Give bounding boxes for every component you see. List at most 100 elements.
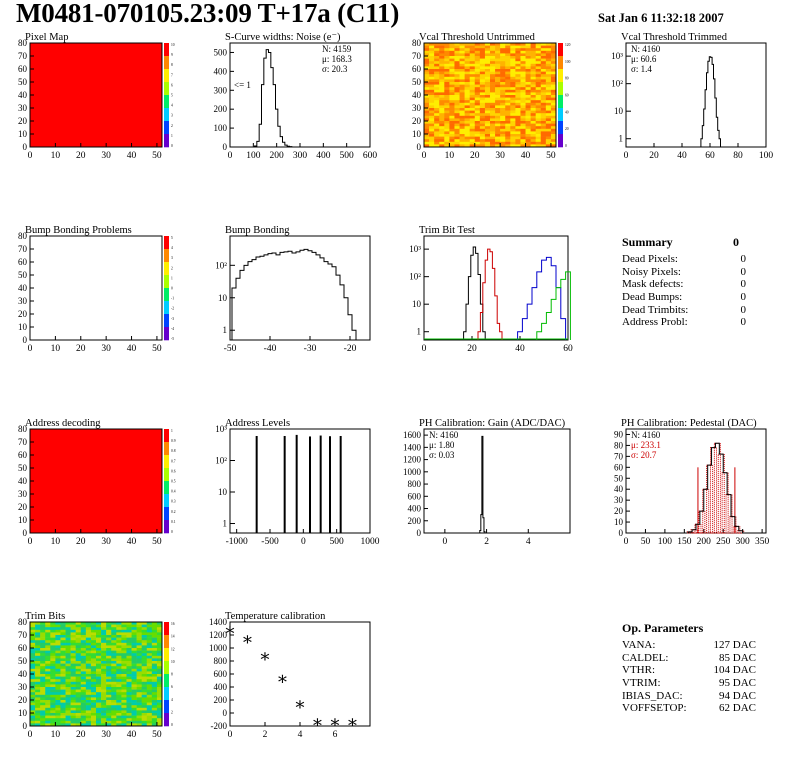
heatmap-cell bbox=[75, 642, 82, 646]
heatmap-cell bbox=[111, 705, 117, 709]
heatmap-cell bbox=[500, 48, 506, 52]
heatmap-cell bbox=[65, 707, 71, 711]
heatmap-cell bbox=[459, 50, 465, 54]
heatmap-cell bbox=[116, 666, 122, 670]
heatmap-cell bbox=[550, 84, 557, 88]
heatmap-cell bbox=[30, 650, 36, 654]
heatmap-cell bbox=[141, 666, 148, 670]
y-tick-label: 70 bbox=[18, 630, 28, 640]
heatmap-cell bbox=[136, 707, 142, 711]
heatmap-cell bbox=[126, 700, 132, 703]
heatmap-cell bbox=[111, 720, 117, 724]
heatmap-cell bbox=[505, 134, 511, 137]
heatmap-cell bbox=[45, 681, 51, 685]
heatmap-cell bbox=[429, 105, 435, 109]
heatmap-cell bbox=[55, 642, 61, 646]
color-scale-segment bbox=[558, 121, 563, 135]
heatmap-cell bbox=[474, 136, 481, 140]
heatmap-cell bbox=[530, 144, 536, 148]
heatmap-cell bbox=[515, 66, 521, 70]
heatmap-cell bbox=[439, 105, 445, 109]
y-tick-label: 200 bbox=[408, 516, 422, 526]
histogram-line bbox=[254, 49, 295, 148]
heatmap-cell bbox=[131, 710, 137, 714]
heatmap-cell bbox=[520, 43, 526, 46]
heatmap-cell bbox=[116, 689, 122, 693]
heatmap-cell bbox=[449, 58, 455, 62]
heatmap-cell bbox=[30, 713, 36, 716]
heatmap-cell bbox=[490, 53, 496, 57]
heatmap-cell bbox=[429, 118, 435, 122]
heatmap-cell bbox=[75, 671, 82, 675]
heatmap-cell bbox=[55, 705, 61, 709]
heatmap-cell bbox=[126, 655, 132, 659]
heatmap-cell bbox=[90, 687, 97, 690]
heatmap-cell bbox=[80, 624, 87, 628]
color-scale-segment bbox=[164, 507, 169, 521]
heatmap-cell bbox=[141, 679, 148, 683]
heatmap-cell bbox=[424, 45, 430, 49]
heatmap-cell bbox=[146, 723, 153, 727]
heatmap-cell bbox=[75, 702, 82, 706]
heatmap-cell bbox=[146, 689, 153, 693]
heatmap-cell bbox=[116, 655, 122, 659]
heatmap-cell bbox=[116, 674, 122, 677]
heatmap-cell bbox=[474, 66, 481, 70]
heatmap-cell bbox=[111, 622, 117, 625]
heatmap-cell bbox=[106, 632, 112, 636]
heatmap-cell bbox=[495, 74, 501, 78]
heatmap-cell bbox=[439, 82, 445, 85]
heatmap-cell bbox=[520, 66, 526, 70]
heatmap-cell bbox=[40, 707, 46, 711]
heatmap-cell bbox=[116, 687, 122, 690]
heatmap-cell bbox=[490, 74, 496, 78]
heatmap-cell bbox=[121, 679, 127, 683]
y-tick-label: 0 bbox=[23, 142, 28, 152]
heatmap-cell bbox=[126, 650, 132, 654]
heatmap-cell bbox=[45, 684, 51, 688]
x-tick-label: 0 bbox=[28, 344, 33, 354]
heatmap-cell bbox=[444, 131, 450, 135]
heatmap-cell bbox=[65, 715, 71, 719]
heatmap-cell bbox=[70, 632, 76, 636]
heatmap-cell bbox=[424, 82, 430, 85]
heatmap-cell bbox=[424, 110, 430, 114]
x-tick-label: 0 bbox=[422, 344, 427, 354]
heatmap-cell bbox=[40, 648, 46, 651]
heatmap-cell bbox=[454, 121, 460, 124]
heatmap-cell bbox=[444, 115, 450, 119]
heatmap-cell bbox=[35, 629, 41, 633]
heatmap-cell bbox=[540, 110, 547, 114]
heatmap-cell bbox=[449, 74, 455, 78]
heatmap-cell bbox=[490, 87, 496, 91]
heatmap-cell bbox=[510, 118, 516, 122]
heatmap-cell bbox=[60, 637, 66, 641]
heatmap-cell bbox=[80, 655, 87, 659]
heatmap-cell bbox=[80, 635, 87, 638]
heatmap-cell bbox=[474, 110, 481, 114]
y-tick-label: 40 bbox=[18, 669, 28, 679]
heatmap-cell bbox=[101, 720, 107, 724]
heatmap-cell bbox=[131, 645, 137, 649]
heatmap-cell bbox=[530, 92, 536, 96]
heatmap-cell bbox=[439, 118, 445, 122]
heatmap-cell bbox=[116, 663, 122, 667]
heatmap-cell bbox=[484, 76, 491, 80]
heatmap-cell bbox=[45, 723, 51, 727]
heatmap-cell bbox=[106, 663, 112, 667]
heatmap-cell bbox=[131, 681, 137, 685]
heatmap-cell bbox=[424, 131, 430, 135]
op-param-label: VTHR: bbox=[622, 664, 655, 677]
heatmap-cell bbox=[106, 629, 112, 633]
y-tick-label: 1 bbox=[223, 519, 228, 529]
heatmap-cell bbox=[535, 69, 542, 72]
heatmap-cell bbox=[111, 697, 117, 701]
heatmap-cell bbox=[90, 642, 97, 646]
color-scale-label: 10 bbox=[171, 43, 175, 47]
heatmap-cell bbox=[151, 653, 158, 657]
heatmap-cell bbox=[90, 718, 97, 722]
heatmap-cell bbox=[35, 671, 41, 675]
x-tick-label: 30 bbox=[101, 344, 111, 354]
heatmap-cell bbox=[474, 79, 481, 83]
